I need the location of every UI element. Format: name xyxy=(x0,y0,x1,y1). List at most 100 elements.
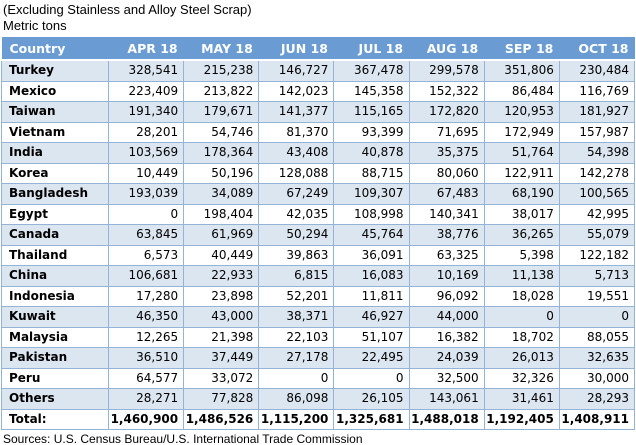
table-row: Bangladesh 193,039 34,089 67,249 109,307 67,4… xyxy=(1,183,636,205)
country-cell: Pakistan xyxy=(1,347,109,369)
value-cell: 11,811 xyxy=(333,285,410,307)
value-cell: 0 xyxy=(258,367,335,389)
value-cell: 16,083 xyxy=(333,265,410,287)
country-cell: Bangladesh xyxy=(1,183,109,205)
value-cell: 42,035 xyxy=(258,203,335,225)
country-cell: Canada xyxy=(1,224,109,246)
value-cell: 67,249 xyxy=(258,183,335,205)
value-cell: 1,488,018 xyxy=(408,408,485,430)
value-cell: 77,828 xyxy=(183,388,260,410)
value-cell: 43,408 xyxy=(258,142,335,164)
country-cell: Egypt xyxy=(1,203,109,225)
country-cell: India xyxy=(1,142,109,164)
exports-by-country-table: Country APR 18 MAY 18 JUN 18 JUL 18 AUG 18 SEP… xyxy=(1,37,636,430)
value-cell: 122,182 xyxy=(558,244,636,266)
value-cell: 46,350 xyxy=(107,306,185,328)
value-cell: 26,105 xyxy=(333,388,410,410)
value-cell: 5,398 xyxy=(483,244,560,266)
value-cell: 223,409 xyxy=(107,80,185,102)
table-row: Pakistan 36,510 37,449 27,178 22,495 24,039 26… xyxy=(1,347,636,369)
value-cell: 1,486,526 xyxy=(183,408,260,430)
value-cell: 12,265 xyxy=(107,326,185,348)
value-cell: 38,371 xyxy=(258,306,335,328)
value-cell: 106,681 xyxy=(107,265,185,287)
column-header-month: SEP 18 xyxy=(484,37,560,61)
value-cell: 140,341 xyxy=(408,203,485,225)
value-cell: 172,949 xyxy=(483,121,560,143)
table-row: Turkey 328,541 215,238 146,727 367,478 299,57… xyxy=(1,59,636,82)
value-cell: 38,017 xyxy=(483,203,560,225)
value-cell: 299,578 xyxy=(408,59,485,82)
value-cell: 36,091 xyxy=(333,244,410,266)
table-row: Thailand 6,573 40,449 39,863 36,091 63,325 5,3… xyxy=(1,244,636,266)
table-row: Malaysia 12,265 21,398 22,103 51,107 16,382 18… xyxy=(1,326,636,348)
value-cell: 28,293 xyxy=(558,388,636,410)
value-cell: 193,039 xyxy=(107,183,185,205)
value-cell: 22,103 xyxy=(258,326,335,348)
value-cell: 63,845 xyxy=(107,224,185,246)
value-cell: 93,399 xyxy=(333,121,410,143)
value-cell: 32,500 xyxy=(408,367,485,389)
table-row: Egypt 0 198,404 42,035 108,998 140,341 38,017 4… xyxy=(1,203,636,225)
value-cell: 213,822 xyxy=(183,80,260,102)
value-cell: 351,806 xyxy=(483,59,560,82)
country-cell: Malaysia xyxy=(1,326,109,348)
table-row: Others 28,271 77,828 86,098 26,105 143,061 31,… xyxy=(1,388,636,410)
value-cell: 46,927 xyxy=(333,306,410,328)
value-cell: 54,398 xyxy=(558,142,636,164)
value-cell: 142,278 xyxy=(558,162,636,184)
value-cell: 17,280 xyxy=(107,285,185,307)
value-cell: 172,820 xyxy=(408,101,485,123)
value-cell: 63,325 xyxy=(408,244,485,266)
report-units-label: Metric tons xyxy=(3,18,67,33)
value-cell: 51,107 xyxy=(333,326,410,348)
value-cell: 191,340 xyxy=(107,101,185,123)
value-cell: 1,115,200 xyxy=(258,408,335,430)
value-cell: 68,190 xyxy=(483,183,560,205)
value-cell: 1,460,900 xyxy=(107,408,185,430)
column-header-month: APR 18 xyxy=(108,37,184,61)
value-cell: 51,764 xyxy=(483,142,560,164)
report-subtitle: (Excluding Stainless and Alloy Steel Scr… xyxy=(3,2,252,17)
value-cell: 96,092 xyxy=(408,285,485,307)
value-cell: 16,382 xyxy=(408,326,485,348)
value-cell: 28,201 xyxy=(107,121,185,143)
value-cell: 71,695 xyxy=(408,121,485,143)
column-header-month: JUL 18 xyxy=(333,37,410,61)
value-cell: 18,702 xyxy=(483,326,560,348)
value-cell: 215,238 xyxy=(183,59,260,82)
column-header-month: OCT 18 xyxy=(559,37,635,61)
value-cell: 22,495 xyxy=(333,347,410,369)
value-cell: 34,089 xyxy=(183,183,260,205)
value-cell: 1,408,911 xyxy=(558,408,636,430)
value-cell: 0 xyxy=(333,367,410,389)
value-cell: 50,294 xyxy=(258,224,335,246)
value-cell: 33,072 xyxy=(183,367,260,389)
table-row: Canada 63,845 61,969 50,294 45,764 38,776 36,2… xyxy=(1,224,636,246)
table-row: India 103,569 178,364 43,408 40,878 35,375 51,… xyxy=(1,142,636,164)
table-body: Turkey 328,541 215,238 146,727 367,478 299,57… xyxy=(1,59,636,430)
value-cell: 19,551 xyxy=(558,285,636,307)
country-cell: Korea xyxy=(1,162,109,184)
value-cell: 10,169 xyxy=(408,265,485,287)
value-cell: 21,398 xyxy=(183,326,260,348)
value-cell: 108,998 xyxy=(333,203,410,225)
value-cell: 1,325,681 xyxy=(333,408,410,430)
value-cell: 88,055 xyxy=(558,326,636,348)
value-cell: 10,449 xyxy=(107,162,185,184)
value-cell: 122,911 xyxy=(483,162,560,184)
country-cell: Turkey xyxy=(1,59,109,82)
value-cell: 40,449 xyxy=(183,244,260,266)
value-cell: 24,039 xyxy=(408,347,485,369)
value-cell: 157,987 xyxy=(558,121,636,143)
value-cell: 86,484 xyxy=(483,80,560,102)
value-cell: 55,079 xyxy=(558,224,636,246)
value-cell: 88,715 xyxy=(333,162,410,184)
value-cell: 54,746 xyxy=(183,121,260,143)
value-cell: 36,265 xyxy=(483,224,560,246)
country-cell: Indonesia xyxy=(1,285,109,307)
country-cell: Thailand xyxy=(1,244,109,266)
value-cell: 6,815 xyxy=(258,265,335,287)
value-cell: 5,713 xyxy=(558,265,636,287)
value-cell: 23,898 xyxy=(183,285,260,307)
